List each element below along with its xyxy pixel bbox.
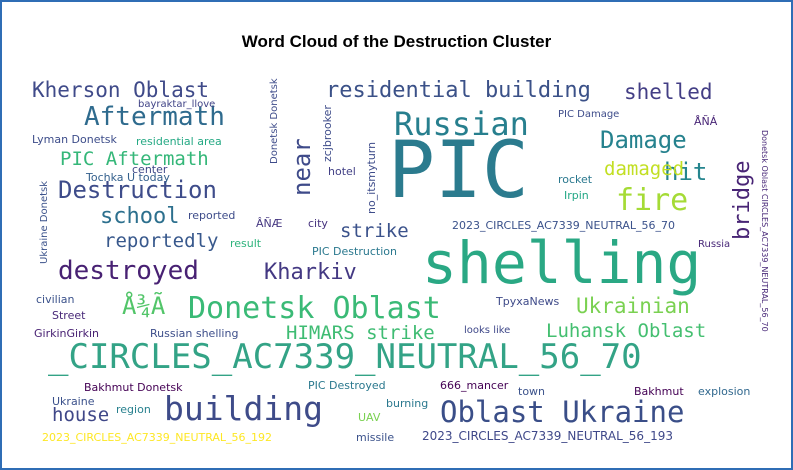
- word-center: center: [132, 163, 168, 176]
- word-no-itsmyturn: no_itsmyturn: [365, 141, 378, 214]
- word-girkin: GirkinGirkin: [34, 327, 100, 340]
- word-irpin: Irpin: [564, 189, 589, 202]
- word-ukrainian: Ukrainian: [576, 294, 690, 318]
- word-666-mancer: 666_mancer: [440, 379, 509, 392]
- word-looks-like: looks like: [464, 325, 511, 336]
- word-circles-small-1: 2023_CIRCLES_AC7339_NEUTRAL_56_70: [452, 219, 676, 232]
- word-burning: burning: [386, 397, 429, 410]
- word-school: school: [100, 204, 180, 229]
- word-pic: PIC: [388, 126, 529, 216]
- word-bakhmut: Bakhmut: [634, 385, 684, 398]
- word-shelling: shelling: [422, 229, 702, 297]
- word-donetsk-donetsk: Donetsk Donetsk: [269, 78, 280, 164]
- word-rocket: rocket: [558, 173, 593, 186]
- word-russia: Russia: [698, 239, 731, 250]
- word-reported: reported: [188, 209, 236, 222]
- word-hit: hit: [664, 158, 708, 186]
- chart-title: Word Cloud of the Destruction Cluster: [241, 32, 552, 51]
- word-kharkiv: Kharkiv: [264, 260, 357, 285]
- word-explosion: explosion: [698, 385, 751, 398]
- word-reportedly: reportedly: [104, 230, 219, 252]
- word-region: region: [116, 403, 151, 416]
- word-bayraktar: bayraktar_llove: [138, 99, 216, 110]
- word-circles-small-3: 2023_CIRCLES_AC7339_NEUTRAL_56_193: [422, 429, 673, 443]
- word-house: house: [52, 404, 110, 426]
- word-donetsk-oblast-circles: Donetsk Oblast CIRCLES_AC7339_NEUTRAL_56…: [760, 130, 769, 332]
- word-ukraine: Ukraine: [52, 395, 95, 408]
- word-circles-small-2: 2023_CIRCLES_AC7339_NEUTRAL_56_192: [42, 431, 273, 444]
- word-hotel: hotel: [328, 165, 356, 178]
- word-street: Street: [52, 309, 86, 322]
- word-bakhmut-donetsk: Bakhmut Donetsk: [84, 381, 183, 394]
- word-luhansk-oblast: Luhansk Oblast: [546, 320, 707, 342]
- word-tpyxanews: ТруxaNews: [496, 295, 560, 308]
- word-ukraine-donetsk: Ukraine Donetsk: [39, 180, 50, 264]
- word-uav: UAV: [358, 411, 381, 424]
- word-near: damaged: [604, 158, 685, 180]
- word-lyman-donetsk: Lyman Donetsk: [32, 133, 117, 146]
- word-aftermath: Aftermath: [84, 102, 225, 132]
- word-residential-area: residential area: [136, 135, 222, 148]
- word-result: result: [230, 237, 262, 250]
- word-ha-3: ÅÑÁ: [694, 115, 718, 128]
- word-building: building: [164, 389, 323, 428]
- word-city: city: [308, 217, 328, 230]
- word-tochka: Tochka U today: [86, 171, 170, 184]
- word-pic-destruction: PIC Destruction: [312, 245, 397, 258]
- word-missile: missile: [356, 431, 395, 444]
- word-cloud: PIC shelling _CIRCLES_AC7339_NEUTRAL_56_…: [26, 68, 771, 450]
- word-pic-damage: PIC Damage: [558, 109, 620, 120]
- word-oblast-ukraine: Oblast Ukraine: [440, 395, 685, 429]
- word-fire: fire: [616, 183, 689, 218]
- word-bridge: bridge: [730, 160, 755, 240]
- word-strike: strike: [340, 220, 409, 242]
- word-residential-building: residential building: [326, 78, 591, 103]
- word-himars-strike: HIMARS strike: [286, 322, 435, 344]
- word-shelled: shelled: [624, 80, 713, 104]
- word-ha-1: Å¾Ã: [122, 292, 166, 320]
- word-destruction: Destruction: [58, 176, 217, 204]
- word-damage: Damage: [600, 126, 687, 154]
- word-donetsk-oblast: Donetsk Oblast: [188, 291, 441, 326]
- word-civilian: civilian: [36, 293, 75, 306]
- word-circles-main: _CIRCLES_AC7339_NEUTRAL_56_70: [48, 337, 642, 377]
- word-russian: Russian: [394, 105, 529, 143]
- word-zcjbrooker: zcjbrooker: [321, 105, 334, 162]
- word-ha-2: ÂÑÆ: [256, 217, 283, 230]
- word-kherson-oblast: Kherson Oblast: [32, 78, 210, 102]
- word-pic-aftermath: PIC Aftermath: [60, 148, 209, 170]
- word-destroyed: destroyed: [58, 256, 199, 286]
- word-town: town: [518, 385, 546, 398]
- word-russian-shelling: Russian shelling: [150, 327, 239, 340]
- word-damaged: near: [288, 138, 316, 196]
- word-pic-destroyed: PIC Destroyed: [308, 379, 386, 392]
